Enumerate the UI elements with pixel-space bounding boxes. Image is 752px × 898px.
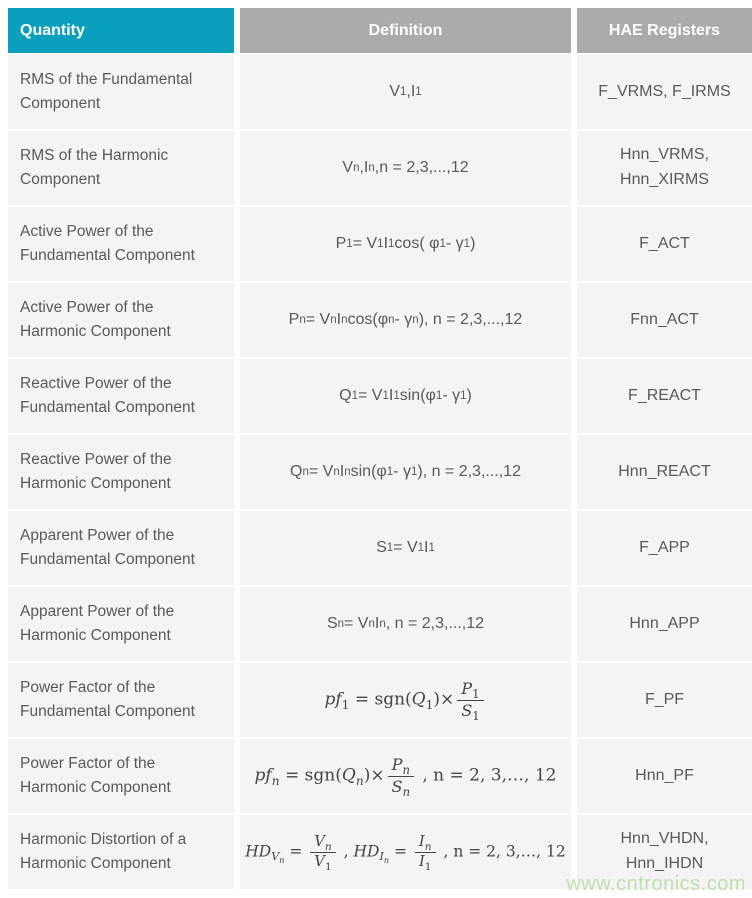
quantity-cell: Active Power of the Fundamental Componen… xyxy=(8,207,234,281)
definition-cell: pfn = sgn(Qn)× Pn Sn , n = 2, 3,…, 12 xyxy=(240,739,571,813)
column-header-quantity: Quantity xyxy=(8,8,234,53)
registers-cell: Hnn_VHDN, Hnn_IHDN xyxy=(577,815,752,889)
registers-cell: Hnn_PF xyxy=(577,739,752,813)
quantity-cell: Apparent Power of the Fundamental Compon… xyxy=(8,511,234,585)
definition-cell: V 1 ,I 1 xyxy=(240,55,571,129)
column-header-definition: Definition xyxy=(240,8,571,53)
registers-cell: F_ACT xyxy=(577,207,752,281)
registers-cell: Hnn_REACT xyxy=(577,435,752,509)
registers-cell: Hnn_VRMS, Hnn_XIRMS xyxy=(577,131,752,205)
quantity-cell: Apparent Power of the Harmonic Component xyxy=(8,587,234,661)
quantity-cell: Active Power of the Harmonic Component xyxy=(8,283,234,357)
watermark: www.cntronics.com xyxy=(566,873,746,895)
registers-cell: F_APP xyxy=(577,511,752,585)
registers-cell: Hnn_APP xyxy=(577,587,752,661)
quantity-cell: Reactive Power of the Fundamental Compon… xyxy=(8,359,234,433)
quantity-cell: Power Factor of the Fundamental Componen… xyxy=(8,663,234,737)
definition-cell: HDVn = Vn V1 , HDIn = In I1 , n = 2, 3,…, … xyxy=(240,815,571,889)
quantity-cell: RMS of the Harmonic Component xyxy=(8,131,234,205)
column-header-hae-registers: HAE Registers xyxy=(577,8,752,53)
quantity-cell: Power Factor of the Harmonic Component xyxy=(8,739,234,813)
quantity-cell: RMS of the Fundamental Component xyxy=(8,55,234,129)
definition-cell: pf1 = sgn(Q1)× P1 S1 xyxy=(240,663,571,737)
registers-cell: Fnn_ACT xyxy=(577,283,752,357)
quantity-cell: Harmonic Distortion of a Harmonic Compon… xyxy=(8,815,234,889)
registers-cell: F_VRMS, F_IRMS xyxy=(577,55,752,129)
registers-cell: F_PF xyxy=(577,663,752,737)
registers-cell: F_REACT xyxy=(577,359,752,433)
quantity-cell: Reactive Power of the Harmonic Component xyxy=(8,435,234,509)
